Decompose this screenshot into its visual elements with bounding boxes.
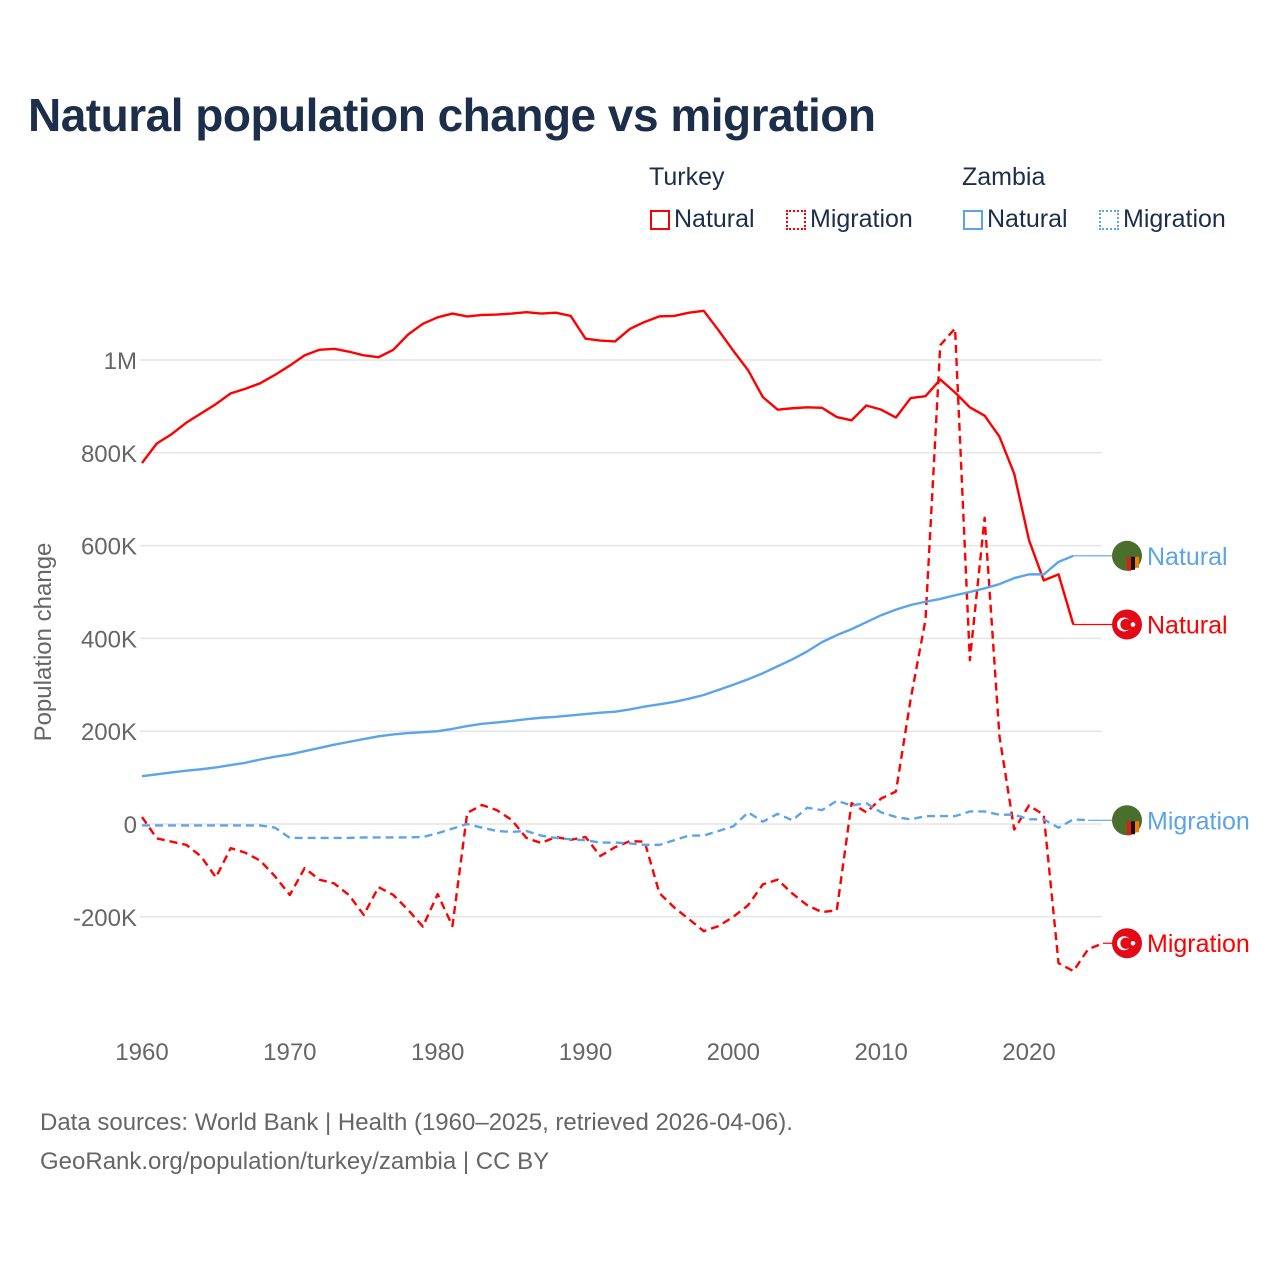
y-tick-label: 400K xyxy=(81,626,137,653)
series-line-zambia-natural[interactable] xyxy=(141,554,1074,778)
legend-label: Migration xyxy=(1123,205,1226,233)
x-tick-label: 1960 xyxy=(115,1039,168,1066)
y-tick-label: -200K xyxy=(73,905,137,932)
series-line-zambia-migration[interactable] xyxy=(142,799,1089,847)
legend-swatch xyxy=(1099,209,1119,230)
legend-zambia-natural[interactable]: Natural xyxy=(963,205,1068,234)
y-tick-label: 0 xyxy=(124,812,137,839)
x-tick-label: 2020 xyxy=(1002,1039,1055,1066)
y-tick-label: 600K xyxy=(81,534,137,561)
legend-label: Natural xyxy=(674,205,755,233)
turkey-flag-icon xyxy=(1112,609,1142,640)
y-axis-label: Population change xyxy=(30,543,57,742)
series-line-turkey-migration[interactable] xyxy=(141,327,1104,973)
series-line-turkey-natural[interactable] xyxy=(141,309,1075,625)
x-tick-label: 1970 xyxy=(263,1039,316,1066)
end-label: Migration xyxy=(1147,930,1250,958)
x-tick-label: 2010 xyxy=(854,1039,907,1066)
legend-turkey-natural[interactable]: Natural xyxy=(650,205,755,234)
zambia-flag-icon xyxy=(1112,805,1142,836)
y-tick-label: 800K xyxy=(81,441,137,468)
x-tick-label: 2000 xyxy=(707,1039,760,1066)
legend-group-turkey: Turkey xyxy=(649,163,725,191)
zambia-flag-icon xyxy=(1112,540,1142,571)
footer-attribution: GeoRank.org/population/turkey/zambia | C… xyxy=(40,1148,550,1175)
end-label: Natural xyxy=(1147,611,1228,639)
chart-title: Natural population change vs migration xyxy=(28,89,876,141)
legend-swatch xyxy=(650,209,670,230)
y-tick-label: 1M xyxy=(104,348,137,375)
chart-plot: -200K 0 200K 400K 600K 800K 1M 1960 1970 1980 1990… xyxy=(30,309,1250,1066)
legend-group-zambia: Zambia xyxy=(962,163,1046,191)
x-tick-label: 1990 xyxy=(559,1039,612,1066)
x-tick-label: 1980 xyxy=(411,1039,464,1066)
legend-turkey-migration[interactable]: Migration xyxy=(786,205,913,234)
legend-zambia-migration[interactable]: Migration xyxy=(1099,205,1226,234)
y-tick-label: 200K xyxy=(81,719,137,746)
turkey-flag-icon xyxy=(1112,928,1142,959)
end-label: Natural xyxy=(1147,543,1228,571)
legend-label: Natural xyxy=(987,205,1068,233)
legend-swatch xyxy=(963,209,983,230)
end-label: Migration xyxy=(1147,807,1250,835)
legend-swatch xyxy=(786,209,806,230)
legend-label: Migration xyxy=(810,205,913,233)
footer-sources: Data sources: World Bank | Health (1960–… xyxy=(40,1109,793,1136)
